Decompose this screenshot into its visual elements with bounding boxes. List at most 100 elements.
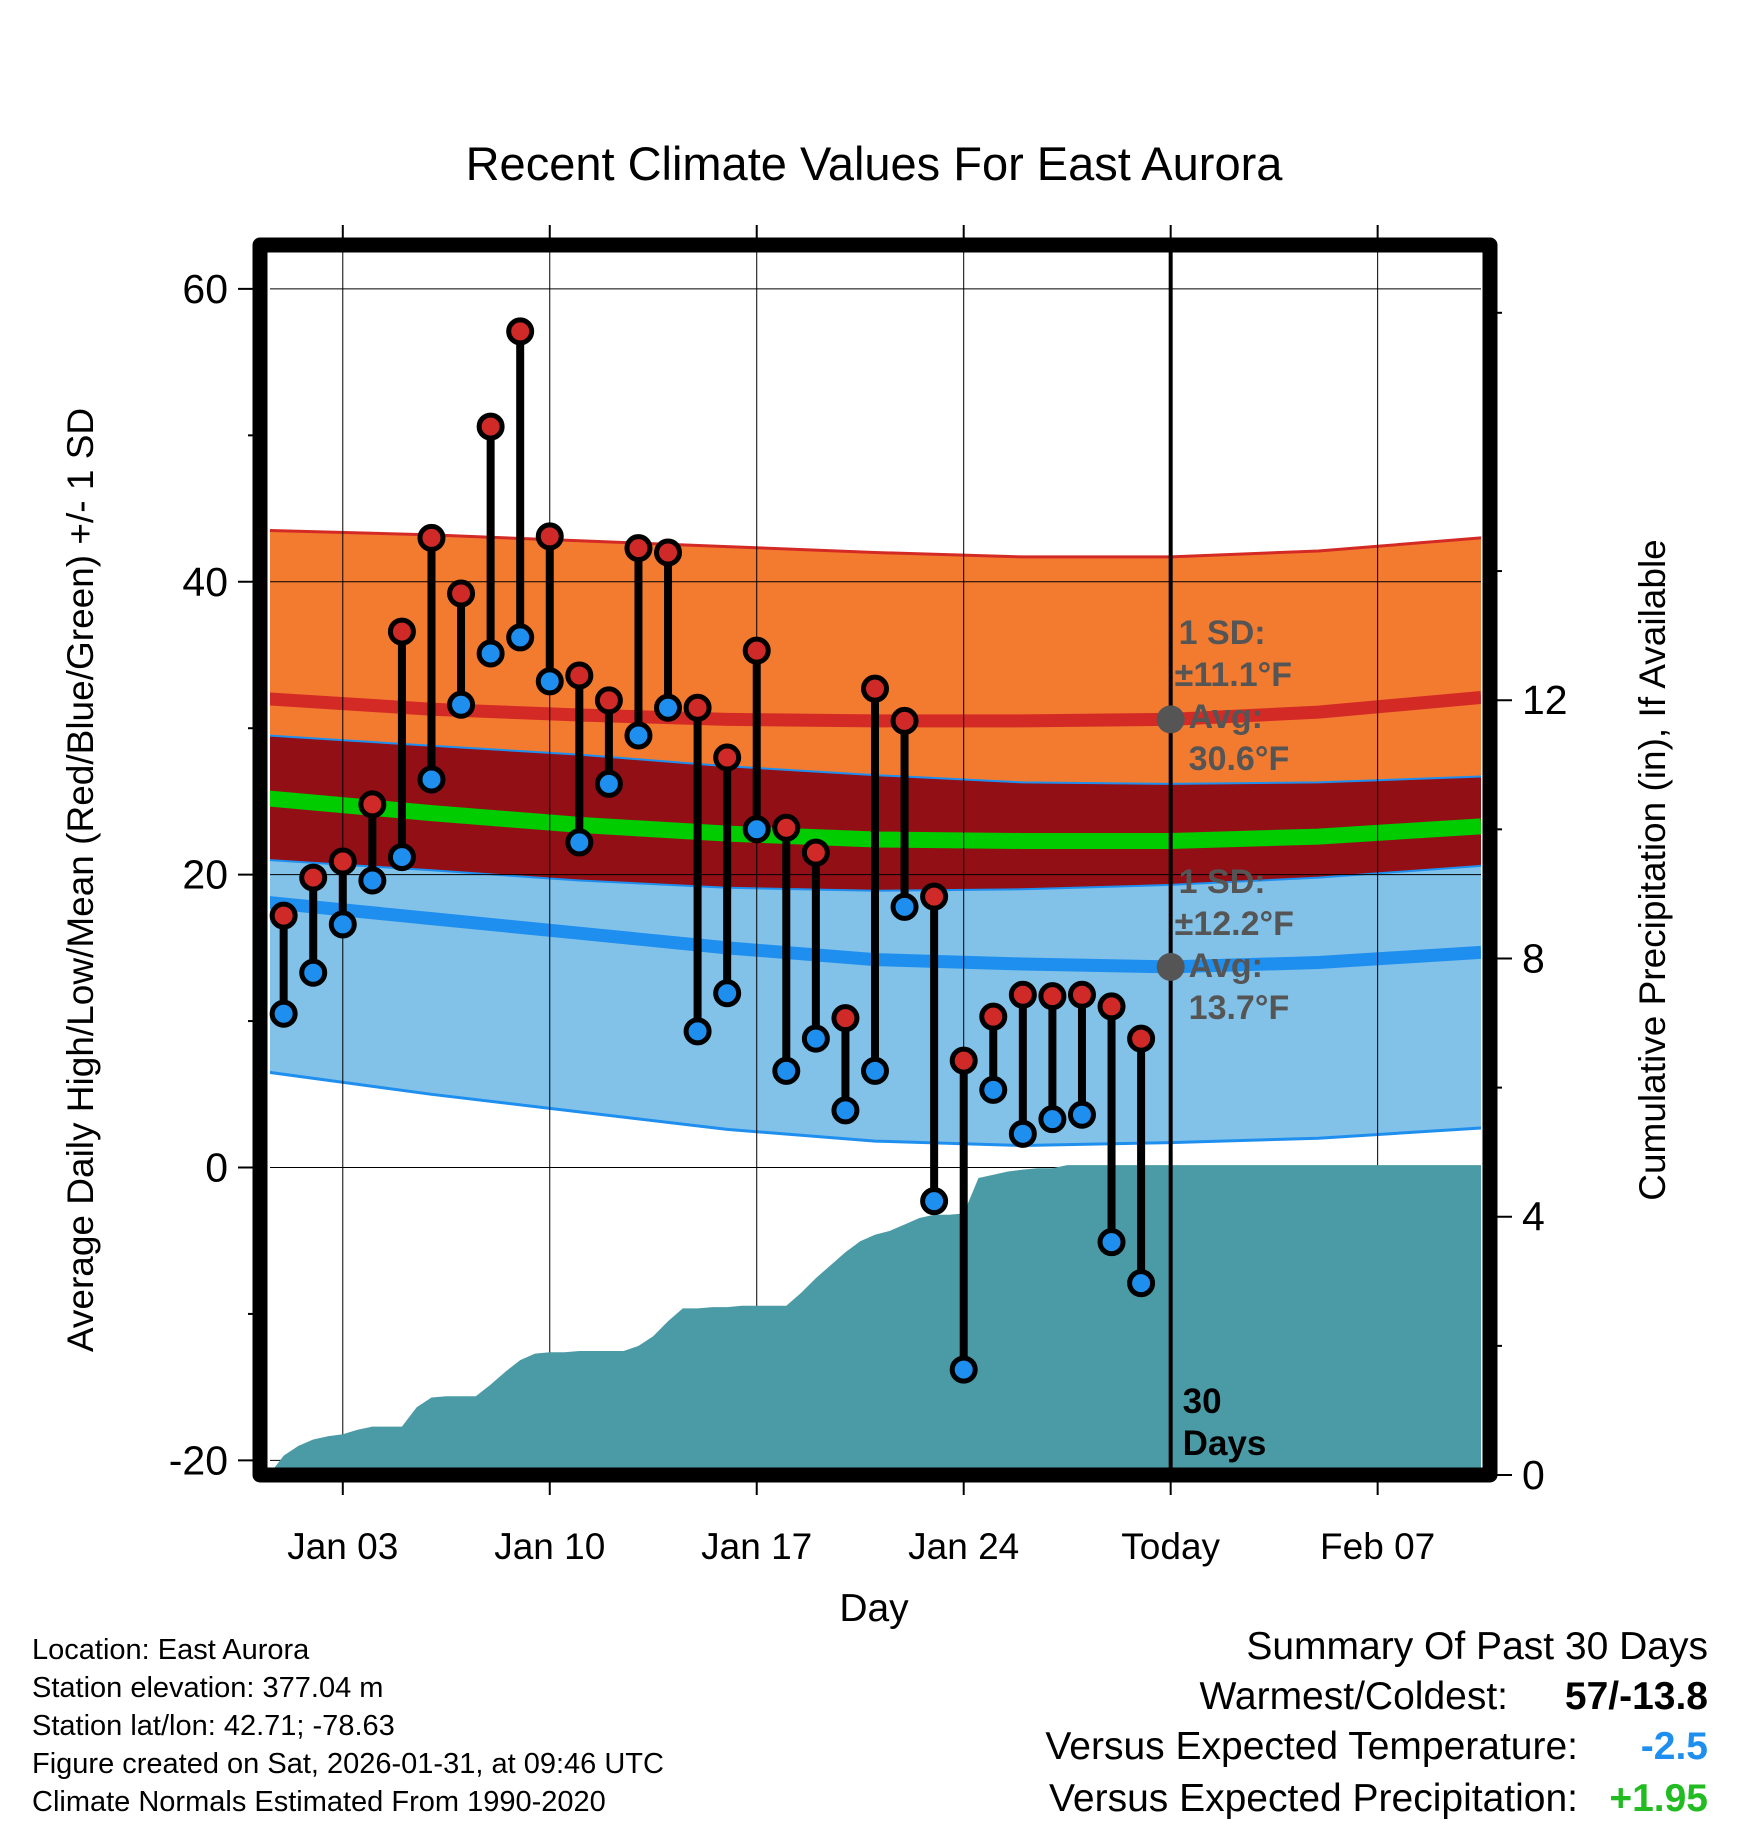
daily-low-point — [742, 815, 771, 844]
high-avg-value: 30.6°F — [1189, 740, 1290, 778]
y-axis-label-left: Average Daily High/Low/Mean (Red/Blue/Gr… — [60, 408, 101, 1352]
daily-high-point — [328, 847, 357, 876]
daily-high-point — [949, 1046, 978, 1075]
daily-low-point — [299, 958, 328, 987]
station-info: Location: East Aurora Station elevation:… — [32, 1631, 664, 1821]
low-sd-label: 1 SD: — [1179, 863, 1266, 901]
daily-low-point — [1067, 1100, 1096, 1129]
daily-low-point — [920, 1187, 949, 1216]
y-axis-label-right: Cumulative Precipitation (in), If Availa… — [1632, 539, 1673, 1201]
high-sd-value: ±11.1°F — [1175, 656, 1292, 694]
chart-title: Recent Climate Values For East Aurora — [466, 137, 1284, 190]
daily-low-point — [387, 843, 416, 872]
precip-area — [272, 1165, 1481, 1470]
daily-high-point — [1067, 980, 1096, 1009]
daily-high-point — [387, 617, 416, 646]
daily-high-point — [1008, 980, 1037, 1009]
daily-high-point — [299, 863, 328, 892]
daily-high-point — [772, 813, 801, 842]
daily-high-point — [417, 523, 446, 552]
daily-low-point — [801, 1024, 830, 1053]
x-tick-label: Today — [1121, 1526, 1220, 1567]
daily-low-point — [269, 999, 298, 1028]
days-word-label: Days — [1183, 1424, 1267, 1463]
low-avg-marker — [1156, 952, 1185, 981]
daily-high-point — [476, 412, 505, 441]
daily-low-point — [476, 639, 505, 668]
left-tick-label: 40 — [182, 559, 228, 605]
x-tick-label: Jan 10 — [494, 1526, 605, 1567]
daily-low-point — [772, 1056, 801, 1085]
daily-low-point — [890, 892, 919, 921]
daily-high-point — [654, 538, 683, 567]
low-avg-label: Avg: — [1189, 947, 1263, 985]
left-tick-label: 20 — [182, 852, 228, 898]
daily-high-point — [831, 1004, 860, 1033]
daily-low-point — [506, 623, 535, 652]
precip-label: Versus Expected Precipitation: — [1049, 1777, 1578, 1820]
daily-high-point — [506, 317, 535, 346]
right-tick-label: 12 — [1522, 677, 1568, 723]
days-count-label: 30 — [1183, 1382, 1222, 1421]
daily-high-point — [1038, 982, 1067, 1011]
info-elevation: Station elevation: 377.04 m — [32, 1672, 384, 1704]
summary-temperature: Versus Expected Temperature: -2.5 — [1045, 1722, 1708, 1772]
x-tick-label: Jan 17 — [701, 1526, 812, 1567]
right-tick-label: 4 — [1522, 1194, 1545, 1240]
x-tick-label: Jan 24 — [908, 1526, 1019, 1567]
low-sd-value: ±12.2°F — [1175, 905, 1294, 943]
daily-low-point — [565, 828, 594, 857]
x-tick-label: Jan 03 — [287, 1526, 398, 1567]
daily-high-point — [1127, 1024, 1156, 1053]
daily-high-point — [861, 674, 889, 703]
daily-low-point — [417, 765, 446, 794]
left-tick-label: 60 — [182, 266, 228, 312]
x-tick-label: Feb 07 — [1320, 1526, 1435, 1567]
daily-low-point — [1008, 1119, 1037, 1148]
daily-low-point — [831, 1096, 860, 1125]
daily-low-point — [1097, 1228, 1126, 1257]
temp-label: Versus Expected Temperature: — [1045, 1725, 1578, 1768]
plot-frame — [252, 237, 1498, 1483]
temp-value: -2.5 — [1640, 1725, 1708, 1768]
summary-title: Summary Of Past 30 Days — [1246, 1625, 1708, 1668]
left-tick-label: 0 — [205, 1145, 228, 1191]
daily-high-point — [920, 882, 949, 911]
daily-low-point — [328, 910, 357, 939]
info-normals: Climate Normals Estimated From 1990-2020 — [32, 1786, 606, 1818]
daily-high-point — [713, 743, 742, 772]
daily-low-point — [358, 866, 387, 895]
high-avg-marker — [1156, 705, 1185, 734]
daily-high-point — [358, 790, 387, 819]
daily-high-point — [742, 636, 771, 665]
high-plus-sd-line — [270, 529, 1481, 559]
summary-precipitation: Versus Expected Precipitation: +1.95 — [1049, 1774, 1708, 1824]
daily-high-point — [979, 1002, 1008, 1031]
daily-low-point — [654, 693, 683, 722]
daily-low-point — [683, 1017, 712, 1046]
info-created: Figure created on Sat, 2026-01-31, at 09… — [32, 1748, 664, 1780]
low-minus-sd-line — [270, 1070, 1481, 1148]
daily-low-point — [861, 1056, 889, 1085]
daily-low-point — [447, 690, 476, 719]
summary-warm-cold: Warmest/Coldest: 57/-13.8 — [1200, 1672, 1708, 1722]
warm-cold-label: Warmest/Coldest: — [1199, 1675, 1508, 1718]
low-avg-value: 13.7°F — [1189, 989, 1290, 1027]
high-avg-label: Avg: — [1189, 698, 1263, 736]
right-tick-label: 0 — [1522, 1452, 1545, 1498]
daily-high-point — [594, 686, 623, 715]
daily-low-point — [624, 721, 653, 750]
daily-high-point — [535, 522, 564, 551]
daily-high-point — [624, 534, 653, 563]
daily-high-point — [269, 901, 298, 930]
daily-low-point — [949, 1355, 978, 1384]
daily-low-point — [1038, 1105, 1067, 1134]
daily-low-point — [979, 1075, 1008, 1104]
daily-high-point — [1097, 992, 1126, 1021]
warm-cold-value: 57/-13.8 — [1564, 1675, 1708, 1718]
right-tick-label: 8 — [1522, 935, 1545, 981]
info-latlon: Station lat/lon: 42.71; -78.63 — [32, 1710, 395, 1742]
daily-high-point — [447, 579, 476, 608]
daily-high-point — [565, 661, 594, 690]
